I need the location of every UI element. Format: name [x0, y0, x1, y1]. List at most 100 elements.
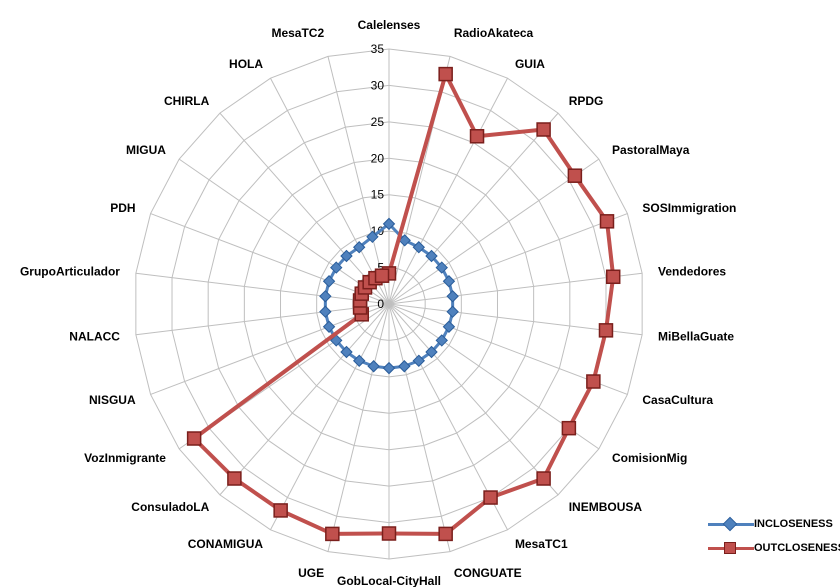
data-point-diamond [398, 234, 411, 247]
data-point-square [374, 268, 390, 283]
category-label: MesaTC2 [271, 26, 324, 40]
data-point-square [325, 526, 340, 542]
data-point-square [483, 490, 498, 505]
grid-spoke [327, 303, 390, 552]
legend-item-incloseness: INCLOSENESS [708, 512, 838, 536]
radial-tick-label: 25 [371, 115, 385, 129]
data-point-diamond [446, 290, 459, 303]
category-label: MIGUA [126, 143, 166, 157]
data-point-diamond [319, 290, 332, 303]
grid-spoke [219, 303, 390, 496]
data-point-diamond [382, 361, 396, 375]
data-point-diamond [352, 354, 366, 367]
grid-spoke [388, 77, 508, 305]
radial-tick-label: 30 [371, 78, 385, 92]
category-label: Calelenses [358, 18, 421, 32]
data-point-square [438, 526, 453, 542]
grid-spoke [388, 303, 451, 552]
data-point-square [536, 122, 551, 137]
category-label: NALACC [69, 330, 120, 344]
data-point-square [536, 471, 551, 486]
radial-tick-label: 35 [371, 42, 385, 56]
grid-spoke [388, 303, 559, 496]
data-point-square [598, 323, 614, 338]
data-point-diamond [322, 275, 336, 288]
data-point-square [227, 471, 242, 486]
grid-spoke [270, 77, 390, 305]
data-point-diamond [366, 230, 379, 244]
data-point-diamond [330, 261, 343, 274]
grid-spoke [178, 158, 390, 305]
data-point-square [469, 129, 485, 144]
category-label: CasaCultura [642, 393, 713, 407]
legend-label: INCLOSENESS [754, 518, 833, 530]
grid-spoke [150, 303, 390, 395]
grid-spoke [388, 272, 643, 305]
category-label: GUIA [515, 57, 545, 71]
category-label: NISGUA [89, 393, 136, 407]
category-label: ConsuladoLA [131, 500, 209, 514]
data-point-diamond [442, 320, 456, 333]
category-label: UGE [298, 566, 324, 580]
category-label: VozInmigrante [84, 451, 166, 465]
series-line [192, 72, 616, 536]
grid-spoke [388, 112, 559, 305]
category-label: GrupoArticulador [20, 264, 120, 278]
data-point-square [567, 168, 583, 183]
category-labels: Calelenses RadioAkateca GUIA RPDG PastoralMa… [20, 18, 736, 587]
category-label: CHIRLA [164, 94, 210, 108]
data-point-square [605, 269, 621, 285]
category-label: Vendedores [658, 264, 726, 278]
data-point-square [561, 420, 577, 436]
data-point-diamond [382, 217, 396, 231]
data-point-diamond [435, 334, 448, 347]
data-point-diamond [425, 249, 438, 263]
category-label: CONAMIGUA [188, 537, 264, 551]
legend-label: OUTCLOSENESS [754, 542, 840, 554]
grid-spoke [388, 213, 628, 305]
category-label: CONGUATE [454, 566, 522, 580]
data-point-square [186, 431, 202, 446]
category-label: SOSImmigration [642, 201, 736, 215]
data-point-diamond [352, 241, 366, 254]
data-point-diamond [322, 320, 336, 333]
grid-spoke [135, 272, 390, 305]
data-point-square [599, 214, 615, 229]
data-point-square [381, 526, 397, 541]
data-point-diamond [412, 241, 426, 254]
grid-spoke [270, 303, 390, 531]
data-point-diamond [367, 360, 380, 373]
data-point-square [273, 503, 288, 518]
category-label: INEMBOUSA [569, 500, 643, 514]
radial-tick-label: 0 [377, 297, 384, 311]
grid-spoke [219, 112, 390, 305]
category-label: MiBellaGuate [658, 330, 734, 344]
category-label: PDH [110, 201, 135, 215]
category-label: PastoralMaya [612, 143, 690, 157]
category-label: ComisionMig [612, 451, 687, 465]
data-point-square [438, 66, 453, 82]
series-outcloseness [186, 66, 621, 542]
data-point-diamond [340, 249, 353, 263]
data-point-diamond [446, 305, 459, 318]
data-point-diamond [398, 360, 411, 373]
category-label: RadioAkateca [454, 26, 534, 40]
data-series [186, 66, 621, 542]
data-point-diamond [412, 354, 426, 367]
legend-swatch-diamond [708, 516, 754, 532]
grid-spoke [388, 158, 600, 305]
radial-tick-label: 15 [371, 188, 385, 202]
data-point-diamond [442, 275, 456, 288]
legend-item-outcloseness: OUTCLOSENESS [708, 536, 840, 560]
series-incloseness [319, 217, 459, 375]
radial-tick-label: 5 [377, 261, 384, 275]
radar-grid [135, 48, 643, 560]
category-label: RPDG [569, 94, 604, 108]
radial-tick-label: 20 [371, 151, 385, 165]
data-point-diamond [319, 305, 332, 318]
category-label: HOLA [229, 57, 263, 71]
data-point-square [586, 374, 601, 389]
grid-spoke [135, 303, 390, 336]
